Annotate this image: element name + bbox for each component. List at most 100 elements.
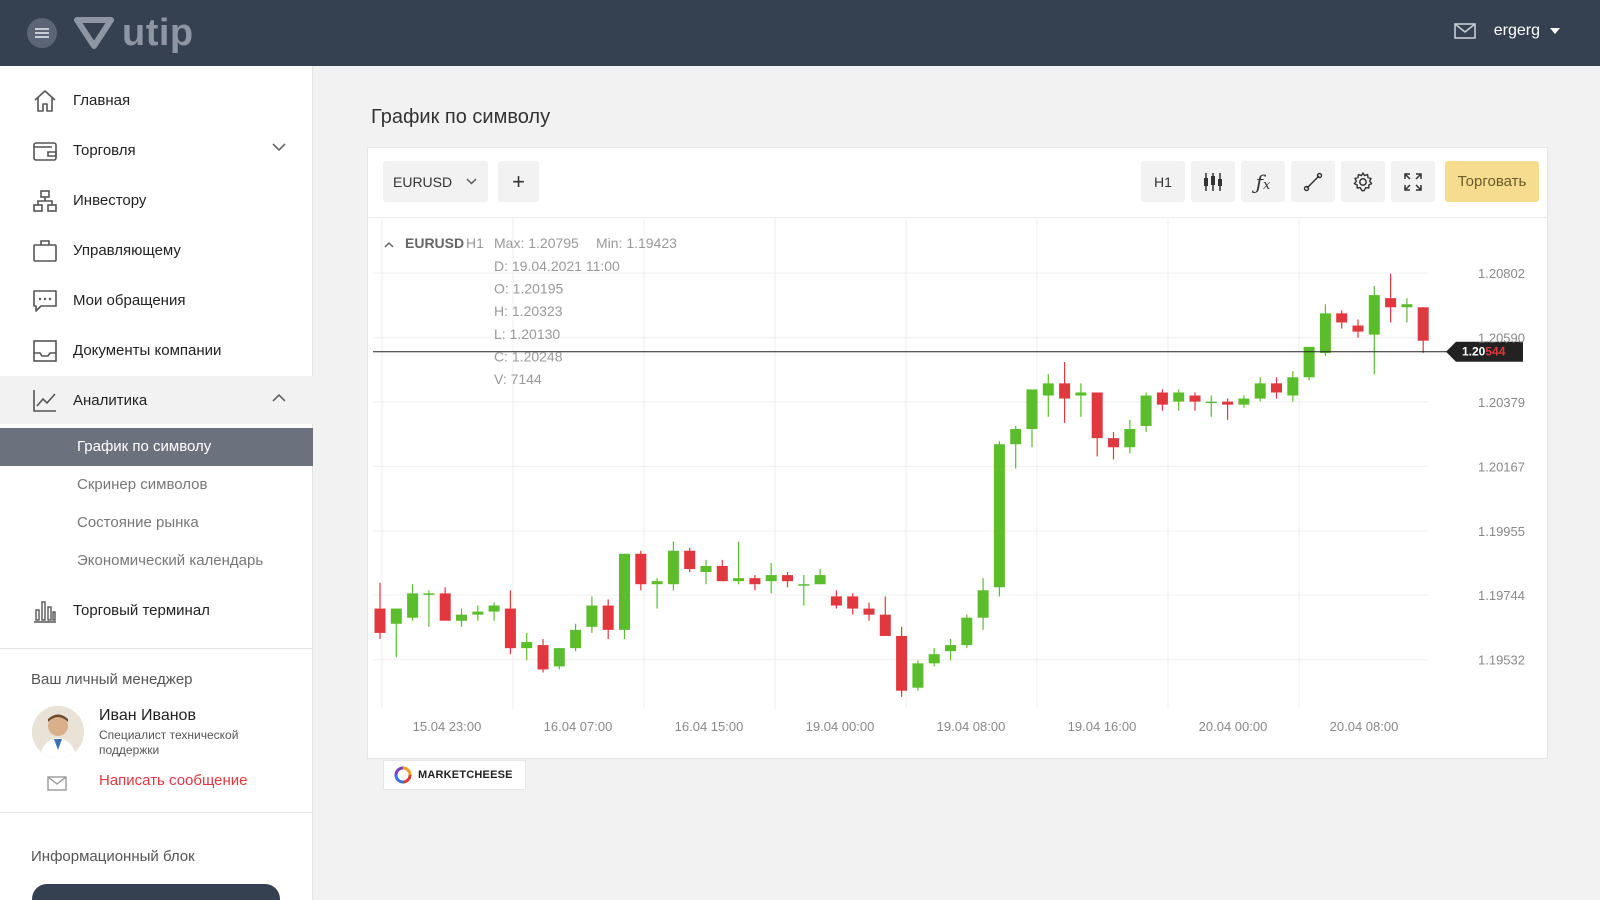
sidebar-subitem-symbol-screener[interactable]: Скринер символов [77,476,208,493]
sidebar-divider [0,812,313,813]
x-tick-label: 19.04 16:00 [1068,719,1137,734]
manager-name: Иван Иванов [99,707,196,724]
candle-body [1368,295,1380,335]
candle-body [1156,392,1168,405]
legend-volume: V: 7144 [494,371,542,387]
sidebar-item-terminal[interactable]: Торговый терминал [0,586,313,634]
sidebar-item-trading[interactable]: Торговля [0,126,313,174]
expand-icon [1404,172,1422,191]
candle-body [782,575,793,582]
sidebar-item-home[interactable]: Главная [0,76,313,124]
indicators-button[interactable]: ƒx [1241,161,1285,202]
sidebar-item-label: Инвестору [73,191,147,209]
candle-body [814,575,826,585]
x-tick-label: 19.04 08:00 [937,719,1006,734]
y-tick-label: 1.20167 [1478,459,1525,474]
candle-body [439,593,451,621]
candle-body [1385,298,1397,308]
sidebar-item-label: Управляющему [73,241,181,259]
sidebar-item-documents[interactable]: Документы компании [0,326,313,374]
candle-body [961,617,973,646]
sidebar-subitem-economic-calendar[interactable]: Экономический календарь [77,552,264,569]
manager-role: Специалист технической поддержки [99,728,239,757]
mail-icon[interactable] [1453,23,1476,39]
symbol-select-value: EURUSD [393,173,453,190]
candle-body [896,635,908,691]
current-price-label: 1.20544 [1462,345,1506,359]
broker-name: MARKETCHEESE [418,769,513,781]
legend-low: L: 1.20130 [494,326,560,342]
sidebar-item-manager[interactable]: Управляющему [0,226,313,274]
candle-body [945,645,956,652]
candle-body [1124,429,1136,448]
candle-body [1303,346,1315,378]
trade-button[interactable]: Торговать [1445,161,1539,202]
username[interactable]: ergerg [1493,22,1540,39]
candlestick-chart[interactable]: 1.20544 1.20802 1.20590 1.20379 1.20167 1.19… [368,219,1549,759]
candle-body [1091,392,1103,439]
logo-text: utip [122,11,194,54]
candle-body [684,550,696,569]
sidebar-item-label: Мои обращения [73,291,186,309]
candle-body [1254,383,1266,399]
write-message-link[interactable]: Написать сообщение [99,772,248,789]
sidebar-item-analytics[interactable]: Аналитика [0,376,313,424]
candle-body [879,614,891,636]
top-bar: utip ergerg [0,0,1600,66]
logo[interactable]: utip [74,12,194,54]
broker-logo-icon [394,766,412,784]
chart-panel: EURUSD + H1 ƒx [367,147,1548,759]
utip-logo-icon [74,17,114,49]
x-tick-label: 20.04 08:00 [1330,719,1399,734]
candle-body [667,550,679,585]
candle-body [1075,392,1087,396]
broker-badge[interactable]: MARKETCHEESE [383,760,526,790]
candle-body [619,553,630,630]
manager-section-title: Ваш личный менеджер [31,671,193,688]
candle-body [1042,383,1054,396]
hamburger-menu-button[interactable] [27,18,57,48]
chart-settings-button[interactable] [1341,161,1385,202]
candle-body [700,565,712,573]
sidebar-item-tickets[interactable]: Мои обращения [0,276,313,324]
sidebar-item-label: Главная [73,91,131,109]
candle-body [1173,392,1185,402]
candle-body [521,642,533,649]
candle-body [537,645,549,670]
candle-body [553,648,565,667]
y-tick-label: 1.20590 [1478,331,1525,346]
symbol-select[interactable]: EURUSD [383,161,488,202]
candle-body [1108,438,1119,448]
sidebar-item-investor[interactable]: Инвестору [0,176,313,224]
info-block-button[interactable] [32,884,280,900]
candle-body [1401,304,1413,308]
x-tick-label: 15.04 23:00 [413,719,482,734]
candle-body [1222,401,1234,405]
sidebar-item-label: Документы компании [73,341,222,359]
candle-body [1319,313,1331,353]
candle-body [635,553,647,585]
sidebar-subitem-symbol-chart[interactable]: График по символу [0,428,313,466]
envelope-icon [47,776,67,791]
sidebar-subitem-market-state[interactable]: Состояние рынка [77,514,199,531]
candle-body [733,578,745,582]
current-price-tag [1446,341,1523,362]
sidebar-item-label: Торговля [73,141,136,159]
y-tick-label: 1.19744 [1478,588,1525,603]
candle-body [586,605,598,627]
chart-area[interactable]: 1.20544 1.20802 1.20590 1.20379 1.20167 1.19… [368,219,1549,759]
timeframe-button[interactable]: H1 [1141,161,1185,202]
sidebar-divider [0,648,313,649]
chart-type-button[interactable] [1191,161,1235,202]
structure-icon [33,190,57,212]
fullscreen-button[interactable] [1391,161,1435,202]
add-symbol-button[interactable]: + [498,161,539,202]
candle-body [1010,429,1022,445]
candle-body [570,629,582,649]
y-tick-label: 1.19955 [1478,524,1525,539]
candle-body [374,608,386,633]
drawing-tools-button[interactable] [1291,161,1335,202]
caret-down-icon[interactable] [1550,28,1560,34]
candle-body [977,590,989,618]
candle-body [488,605,500,612]
